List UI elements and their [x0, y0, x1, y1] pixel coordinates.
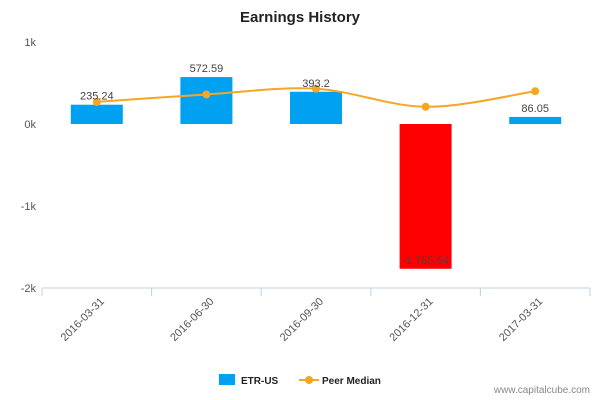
x-tick-label: 2017-03-31	[497, 296, 545, 344]
legend[interactable]: ETR-US Peer Median	[219, 374, 381, 387]
bar	[70, 104, 123, 124]
peer-median-point	[92, 97, 101, 106]
x-axis: 2016-03-31 2016-06-30 2016-09-30 2016-12-31…	[41, 287, 591, 344]
y-tick-label: 0k	[24, 119, 36, 131]
credit-text: www.capitalcube.com	[493, 385, 590, 396]
data-label: 235.24	[80, 91, 114, 103]
peer-median-point	[312, 84, 320, 93]
legend-swatch-bar	[219, 374, 235, 385]
chart-title: Earnings History	[240, 9, 361, 26]
y-axis: 1k 0k -1k -2k	[21, 37, 37, 295]
peer-median-point	[531, 87, 540, 96]
x-tick-label: 2016-12-31	[387, 296, 435, 344]
x-tick-label: 2016-06-30	[168, 296, 216, 344]
bar	[290, 91, 342, 124]
legend-label-line: Peer Median	[322, 376, 381, 387]
data-labels: 235.24 572.59 393.2 -1,765.54 86.05	[80, 63, 549, 267]
bar	[509, 116, 562, 124]
peer-median-point	[202, 90, 211, 99]
data-label: 86.05	[521, 103, 549, 115]
peer-median-point	[421, 102, 430, 111]
x-tick-label: 2016-09-30	[278, 296, 326, 344]
y-tick-label: -1k	[21, 201, 37, 213]
y-tick-label: -2k	[21, 283, 37, 295]
data-label: 393.2	[302, 78, 330, 90]
legend-label-bar: ETR-US	[241, 376, 279, 387]
legend-swatch-marker	[305, 376, 313, 384]
x-tick-label: 2016-03-31	[59, 296, 107, 344]
bar	[180, 77, 233, 124]
line-series	[92, 84, 540, 111]
data-label: 572.59	[190, 63, 224, 75]
data-label: -1,765.54	[402, 255, 448, 267]
y-tick-label: 1k	[24, 37, 36, 49]
bar	[399, 124, 452, 269]
bar-series	[70, 77, 562, 269]
